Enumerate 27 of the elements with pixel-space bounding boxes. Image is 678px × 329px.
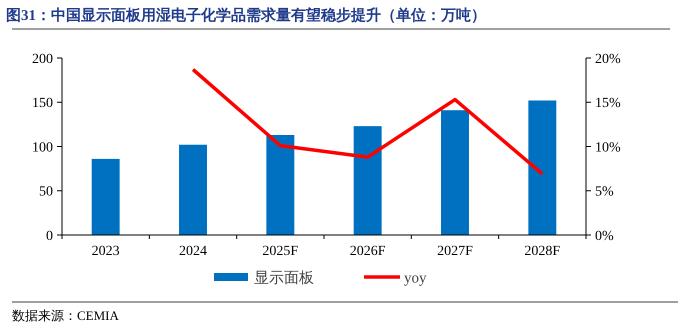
y-tick-label: 200 [32, 52, 53, 67]
x-tick-label: 2024 [179, 244, 207, 259]
x-tick-label: 2028F [524, 244, 560, 259]
y2-tick-label: 20% [595, 52, 621, 67]
y2-tick-label: 15% [595, 96, 621, 112]
line-series [191, 68, 544, 176]
x-tick-label: 2023 [92, 244, 120, 259]
bar [179, 144, 207, 235]
chart-title: 图31：中国显示面板用湿电子化学品需求量有望稳步提升（单位：万吨） [6, 6, 486, 24]
source-note: 数据来源：CEMIA [12, 308, 120, 323]
y-tick-label: 100 [32, 140, 53, 156]
bar [441, 110, 469, 235]
bar [92, 158, 120, 235]
legend-label: 显示面板 [254, 269, 314, 286]
x-tick-label: 2026F [350, 244, 386, 259]
bar [266, 134, 294, 235]
y-tick-label: 150 [32, 96, 53, 112]
x-tick-label: 2025F [262, 244, 298, 259]
bar [528, 100, 556, 235]
legend-label: yoy [404, 270, 427, 286]
x-tick-label: 2027F [437, 244, 474, 259]
y-tick-label: 50 [39, 184, 53, 200]
y2-tick-label: 0% [595, 228, 614, 244]
bar [354, 126, 382, 235]
y-tick-label: 0 [46, 228, 53, 244]
y2-tick-label: 10% [595, 140, 621, 156]
y2-tick-label: 5% [595, 184, 614, 200]
